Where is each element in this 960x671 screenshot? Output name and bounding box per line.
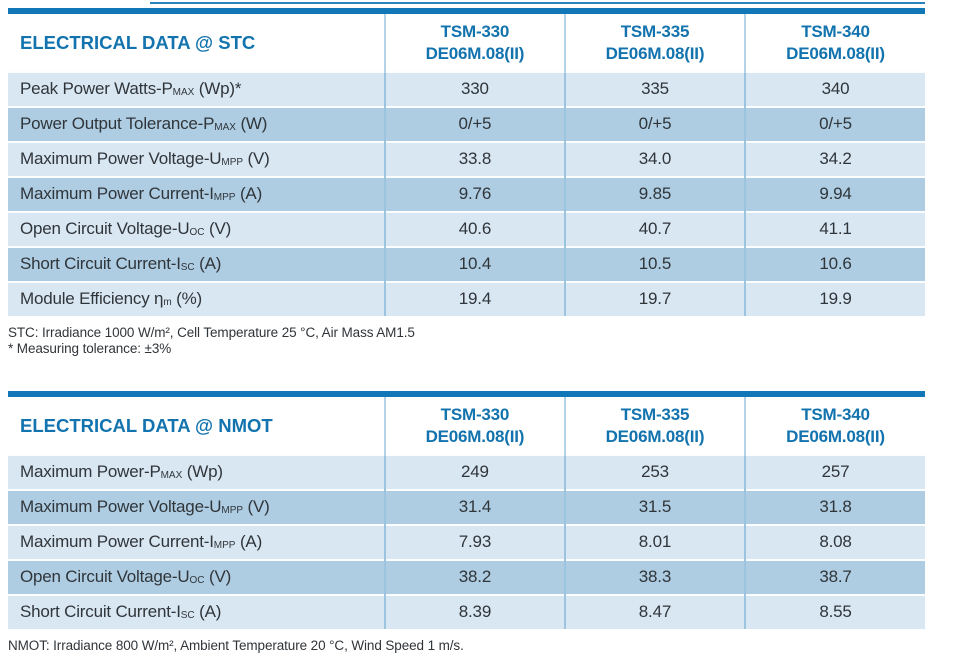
stc-table-section: ELECTRICAL DATA @ STC TSM-330 DE06M.08(II… [8, 8, 925, 358]
column-header: TSM-330 DE06M.08(II) [383, 397, 565, 455]
value-cell: 31.8 [743, 488, 925, 525]
row-label: Open Circuit Voltage-UOC (V) [8, 210, 385, 247]
header-row: ELECTRICAL DATA @ NMOT TSM-330 DE06M.08(I… [8, 397, 925, 455]
row-label: Maximum Power Voltage-UMPP (V) [8, 140, 385, 177]
column-header: TSM-340 DE06M.08(II) [743, 397, 925, 455]
table-row: Maximum Power Voltage-UMPP (V) 33.8 34.0 34… [8, 140, 925, 177]
row-label: Short Circuit Current-ISC (A) [8, 245, 385, 282]
value-cell: 335 [563, 70, 745, 107]
table-row: Open Circuit Voltage-UOC (V) 40.6 40.7 41.1 [8, 210, 925, 247]
row-label: Maximum Power Current-IMPP (A) [8, 175, 385, 212]
table-row: Maximum Power Voltage-UMPP (V) 31.4 31.5 31… [8, 488, 925, 525]
value-cell: 9.85 [563, 175, 745, 212]
value-cell: 40.7 [563, 210, 745, 247]
value-cell: 330 [383, 70, 565, 107]
value-cell: 0/+5 [563, 105, 745, 142]
column-header: TSM-330 DE06M.08(II) [383, 14, 565, 72]
table-row: Short Circuit Current-ISC (A) 10.4 10.5 10.… [8, 245, 925, 282]
column-header: TSM-340 DE06M.08(II) [743, 14, 925, 72]
row-label: Maximum Power Current-IMPP (A) [8, 523, 385, 560]
value-cell: 19.7 [563, 280, 745, 316]
value-cell: 31.4 [383, 488, 565, 525]
value-cell: 8.55 [743, 593, 925, 629]
value-cell: 10.5 [563, 245, 745, 282]
table-top-bar [8, 391, 925, 398]
model-name: TSM-335 [620, 405, 690, 425]
model-variant: DE06M.08(II) [425, 43, 525, 63]
model-variant: DE06M.08(II) [425, 427, 525, 446]
header-row: ELECTRICAL DATA @ STC TSM-330 DE06M.08(II… [8, 14, 925, 72]
model-name: TSM-335 [620, 22, 690, 41]
value-cell: 8.08 [743, 523, 925, 560]
nmot-table: ELECTRICAL DATA @ NMOT TSM-330 DE06M.08(I… [8, 397, 925, 629]
page-top-rule [150, 2, 925, 4]
row-label: Maximum Power-PMAX (Wp) [8, 453, 385, 490]
table-row: Maximum Power-PMAX (Wp) 249 253 257 [8, 453, 925, 490]
column-header: TSM-335 DE06M.08(II) [563, 397, 745, 455]
value-cell: 34.2 [743, 140, 925, 177]
stc-table: ELECTRICAL DATA @ STC TSM-330 DE06M.08(II… [8, 14, 925, 316]
value-cell: 34.0 [563, 140, 745, 177]
value-cell: 249 [383, 453, 565, 490]
model-variant: DE06M.08(II) [786, 43, 885, 63]
row-label: Module Efficiency ηm (%) [8, 280, 385, 316]
value-cell: 19.9 [743, 280, 925, 316]
model-variant: DE06M.08(II) [605, 43, 705, 63]
page-content: ELECTRICAL DATA @ STC TSM-330 DE06M.08(II… [8, 8, 925, 655]
value-cell: 340 [743, 70, 925, 107]
value-cell: 38.3 [563, 558, 745, 595]
value-cell: 31.5 [563, 488, 745, 525]
table-row: Maximum Power Current-IMPP (A) 7.93 8.01 8.… [8, 523, 925, 560]
value-cell: 19.4 [383, 280, 565, 316]
table-title: ELECTRICAL DATA @ NMOT [8, 397, 385, 455]
value-cell: 40.6 [383, 210, 565, 247]
value-cell: 8.01 [563, 523, 745, 560]
table-top-bar [8, 8, 925, 14]
table-row: Short Circuit Current-ISC (A) 8.39 8.47 8.5… [8, 593, 925, 629]
value-cell: 38.2 [383, 558, 565, 595]
model-variant: DE06M.08(II) [786, 427, 885, 446]
value-cell: 8.39 [383, 593, 565, 629]
table-row: Maximum Power Current-IMPP (A) 9.76 9.85 9.… [8, 175, 925, 212]
table-row: Open Circuit Voltage-UOC (V) 38.2 38.3 38.7 [8, 558, 925, 595]
footnote: * Measuring tolerance: ±3% [8, 341, 172, 357]
value-cell: 8.47 [563, 593, 745, 629]
row-label: Short Circuit Current-ISC (A) [8, 593, 385, 629]
value-cell: 9.76 [383, 175, 565, 212]
value-cell: 257 [743, 453, 925, 490]
model-name: TSM-330 [440, 405, 510, 425]
row-label: Maximum Power Voltage-UMPP (V) [8, 488, 385, 525]
value-cell: 7.93 [383, 523, 565, 560]
model-name: TSM-330 [440, 22, 510, 41]
value-cell: 33.8 [383, 140, 565, 177]
row-label: Peak Power Watts-PMAX (Wp)* [8, 70, 385, 107]
nmot-table-section: ELECTRICAL DATA @ NMOT TSM-330 DE06M.08(I… [8, 391, 925, 654]
table-title: ELECTRICAL DATA @ STC [8, 14, 385, 72]
model-name: TSM-340 [801, 405, 870, 425]
table-row: Peak Power Watts-PMAX (Wp)* 330 335 340 [8, 70, 925, 107]
value-cell: 0/+5 [743, 105, 925, 142]
value-cell: 253 [563, 453, 745, 490]
table-row: Power Output Tolerance-PMAX (W) 0/+5 0/+5 0… [8, 105, 925, 142]
value-cell: 10.6 [743, 245, 925, 282]
model-name: TSM-340 [801, 22, 870, 41]
footnote: STC: Irradiance 1000 W/m², Cell Temperat… [8, 324, 415, 340]
stc-footnotes: STC: Irradiance 1000 W/m², Cell Temperat… [8, 325, 925, 359]
value-cell: 0/+5 [383, 105, 565, 142]
table-row: Module Efficiency ηm (%) 19.4 19.7 19.9 [8, 280, 925, 316]
value-cell: 38.7 [743, 558, 925, 595]
footnote: NMOT: Irradiance 800 W/m², Ambient Tempe… [8, 637, 464, 653]
value-cell: 41.1 [743, 210, 925, 247]
row-label: Open Circuit Voltage-UOC (V) [8, 558, 385, 595]
model-variant: DE06M.08(II) [605, 427, 705, 446]
value-cell: 10.4 [383, 245, 565, 282]
row-label: Power Output Tolerance-PMAX (W) [8, 105, 385, 142]
value-cell: 9.94 [743, 175, 925, 212]
column-header: TSM-335 DE06M.08(II) [563, 14, 745, 72]
nmot-footnotes: NMOT: Irradiance 800 W/m², Ambient Tempe… [8, 638, 925, 655]
